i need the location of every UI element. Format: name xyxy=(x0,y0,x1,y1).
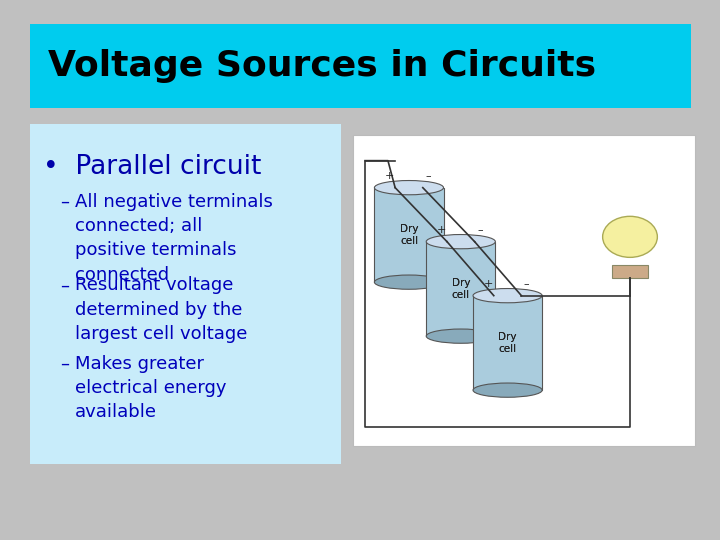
FancyBboxPatch shape xyxy=(30,24,691,108)
Circle shape xyxy=(603,217,657,258)
Text: –: – xyxy=(60,355,69,373)
Text: All negative terminals
connected; all
positive terminals
connected: All negative terminals connected; all po… xyxy=(75,193,273,284)
Text: –: – xyxy=(60,276,69,294)
Text: –: – xyxy=(425,171,431,181)
Text: Dry
cell: Dry cell xyxy=(498,332,517,354)
Text: +: + xyxy=(484,279,493,289)
Text: Resultant voltage
determined by the
largest cell voltage: Resultant voltage determined by the larg… xyxy=(75,276,247,343)
Text: +: + xyxy=(385,171,395,181)
Text: •  Parallel circuit: • Parallel circuit xyxy=(43,154,261,180)
Ellipse shape xyxy=(473,383,542,397)
Text: –: – xyxy=(477,225,482,235)
Text: –: – xyxy=(523,279,529,289)
Ellipse shape xyxy=(473,288,542,303)
Text: Makes greater
electrical energy
available: Makes greater electrical energy availabl… xyxy=(75,355,226,421)
Text: Voltage Sources in Circuits: Voltage Sources in Circuits xyxy=(48,49,596,83)
Text: +: + xyxy=(437,225,446,235)
Bar xyxy=(374,188,444,282)
Text: Dry
cell: Dry cell xyxy=(451,278,470,300)
Bar xyxy=(473,296,542,390)
Ellipse shape xyxy=(426,234,495,249)
Bar xyxy=(426,242,495,336)
Text: –: – xyxy=(60,193,69,211)
FancyBboxPatch shape xyxy=(30,124,341,464)
Text: Dry
cell: Dry cell xyxy=(498,332,517,354)
Bar xyxy=(612,265,648,278)
Ellipse shape xyxy=(374,180,444,195)
Text: Dry
cell: Dry cell xyxy=(451,278,470,300)
Text: Dry
cell: Dry cell xyxy=(400,224,418,246)
Ellipse shape xyxy=(426,329,495,343)
Ellipse shape xyxy=(374,275,444,289)
Text: Dry
cell: Dry cell xyxy=(400,224,418,246)
FancyBboxPatch shape xyxy=(353,135,695,446)
